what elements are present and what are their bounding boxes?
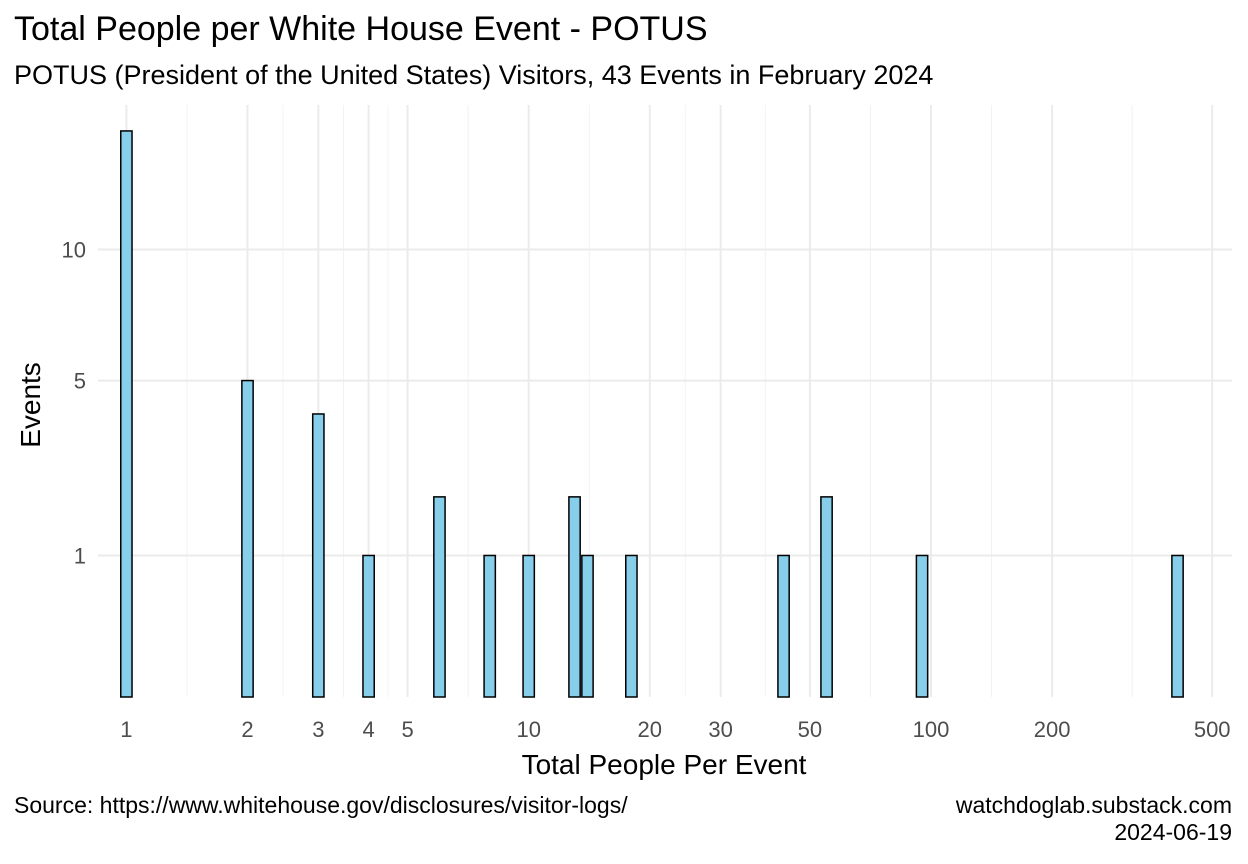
grid-lines: [98, 105, 1232, 697]
source-caption: Source: https://www.whitehouse.gov/discl…: [14, 792, 628, 818]
bar: [581, 554, 594, 698]
x-tick-label: 1: [120, 717, 132, 742]
bar: [241, 379, 254, 698]
bar: [625, 554, 638, 698]
x-tick-label: 2: [241, 717, 253, 742]
site-credit: watchdoglab.substack.com: [955, 792, 1232, 818]
x-axis-title: Total People Per Event: [522, 749, 807, 780]
x-tick-label: 3: [312, 717, 324, 742]
bar: [820, 496, 833, 698]
x-tick-label: 4: [362, 717, 374, 742]
x-axis-ticks: 1 2 3 4 5 10 20 30 50 100 200 500: [120, 717, 1230, 742]
chart-subtitle: POTUS (President of the United States) V…: [14, 60, 934, 90]
y-axis-title: Events: [15, 362, 46, 448]
x-tick-label: 200: [1034, 717, 1071, 742]
x-tick-label: 100: [913, 717, 950, 742]
y-tick-label: 10: [62, 237, 86, 262]
credit-caption: watchdoglab.substack.com 2024-06-19: [956, 792, 1232, 846]
x-tick-label: 20: [638, 717, 662, 742]
x-tick-label: 50: [798, 717, 822, 742]
bar: [362, 554, 375, 698]
x-tick-label: 10: [516, 717, 540, 742]
bar: [433, 496, 446, 698]
y-tick-label: 5: [74, 369, 86, 394]
bar: [311, 413, 325, 698]
publish-date: 2024-06-19: [1114, 819, 1232, 845]
x-tick-label: 500: [1194, 717, 1231, 742]
x-tick-label: 5: [401, 717, 413, 742]
bars: [120, 130, 1184, 698]
bar: [568, 496, 581, 698]
bar: [915, 554, 929, 698]
chart-title: Total People per White House Event - POT…: [14, 10, 708, 48]
bar: [522, 554, 536, 698]
bar: [483, 554, 497, 698]
y-tick-label: 1: [74, 543, 86, 568]
bar: [120, 130, 133, 698]
x-tick-label: 30: [708, 717, 732, 742]
bar: [1171, 554, 1184, 698]
bar: [777, 554, 790, 698]
